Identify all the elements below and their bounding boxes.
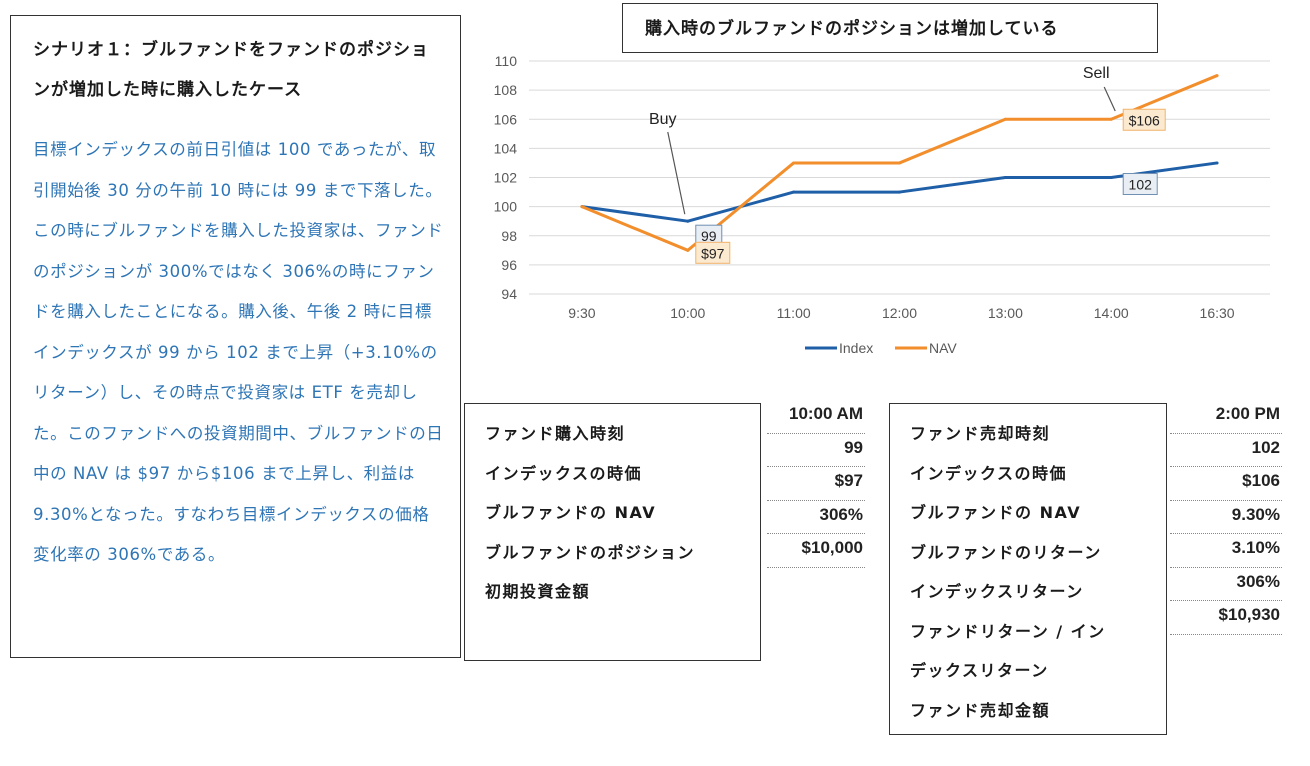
buy-label-nav: ブルファンドの NAV [485,503,657,522]
x-tick-label: 16:30 [1200,305,1235,321]
buy-label-index-price: インデックスの時価 [485,463,643,483]
data-point-nav [792,161,796,165]
sell-table-labels: ファンド売却時刻 インデックスの時価 ブルファンドの NAV ブルファンドのリタ… [889,403,1167,735]
sell-value-nav: $106 [1170,467,1282,501]
sell-value-time: 2:00 PM [1170,400,1282,434]
data-point-index [1003,176,1007,179]
data-point-nav [1215,74,1219,78]
data-point-nav [686,248,690,252]
sell-table-values: 2:00 PM 102 $106 9.30% 3.10% 306% $10,93… [1170,400,1282,635]
data-point-index [686,219,690,223]
sell-value-fund-return: 9.30% [1170,501,1282,534]
sell-label-proceeds: ファンド売却金額 [910,700,1051,720]
buy-table-labels: ファンド購入時刻 インデックスの時価 ブルファンドの NAV ブルファンドのポジ… [464,403,761,661]
data-label: $97 [701,245,725,261]
buy-value-investment: $10,000 [767,534,865,568]
y-tick-label: 106 [494,111,518,127]
data-point-index [898,190,901,194]
x-tick-label: 14:00 [1094,305,1129,321]
annotation-leader [667,131,686,215]
y-tick-label: 98 [501,228,517,244]
scenario-title: シナリオ１：ブルファンドをファンドのポジションが増加した時に購入したケース [33,40,429,100]
sell-label-index-return: インデックスリターン [910,582,1084,601]
y-tick-label: 96 [501,257,517,273]
data-point-index [792,190,796,194]
data-label-box [1122,173,1158,195]
buy-value-position: 306% [767,501,865,534]
y-tick-label: 104 [494,140,518,156]
buy-label-time: ファンド購入時刻 [485,424,626,443]
buy-label-position: ブルファンドのポジション [485,542,696,562]
data-label-box [1122,108,1166,131]
sell-label-time: ファンド売却時刻 [910,424,1051,443]
annotation-sell: Sell [1083,65,1110,82]
data-label: 99 [701,228,717,244]
y-tick-label: 94 [501,286,517,302]
x-tick-label: 12:00 [882,305,917,321]
legend-label-index: Index [839,340,873,356]
line-chart: 94 96 98 100 102 104 106 108 110 9:30 10:00 11:00 12… [494,53,1270,356]
data-point-index [1215,161,1219,165]
buy-value-time: 10:00 AM [767,400,865,434]
x-tick-label: 13:00 [988,305,1023,321]
sell-value-ratio: 306% [1170,568,1282,601]
y-tick-label: 108 [494,82,518,98]
data-point-nav [580,205,584,209]
data-label: 102 [1129,177,1153,193]
chart-title: 購入時のブルファンドのポジションは増加している [622,3,1158,53]
data-point-index [1109,176,1113,179]
sell-label-nav: ブルファンドの NAV [910,503,1082,522]
sell-label-ratio-2: デックスリターン [910,661,1049,680]
sell-value-proceeds: $10,930 [1170,601,1282,635]
sell-value-index-price: 102 [1170,434,1282,467]
y-tick-label: 110 [495,53,518,69]
scenario-body: 目標インデックスの前日引値は 100 であったが、取引開始後 30 分の午前 1… [33,140,444,564]
sell-label-fund-return: ブルファンドのリターン [910,542,1102,562]
annotation-buy: Buy [649,111,677,128]
buy-value-index-price: 99 [767,434,865,467]
sell-label-ratio-1: ファンドリターン / イン [910,621,1106,641]
buy-value-nav: $97 [767,467,865,501]
sell-value-index-return: 3.10% [1170,534,1282,568]
y-tick-label: 102 [494,170,518,186]
buy-label-investment: 初期投資金額 [485,582,591,601]
scenario-box: シナリオ１：ブルファンドをファンドのポジションが増加した時に購入したケース 目標… [10,15,461,658]
sell-label-index-price: インデックスの時価 [910,463,1068,483]
x-tick-label: 11:00 [777,305,811,321]
buy-table-values: 10:00 AM 99 $97 306% $10,000 [767,400,865,568]
y-tick-label: 100 [494,199,518,215]
data-point-nav [1003,117,1007,121]
data-label: $106 [1129,112,1160,128]
annotation-leader [1103,86,1116,112]
data-point-nav [1109,117,1113,121]
x-tick-label: 9:30 [568,305,595,321]
x-tick-label: 10:00 [670,305,705,321]
data-label-box [695,241,731,264]
legend-label-nav: NAV [929,340,957,356]
data-point-nav [898,161,901,165]
